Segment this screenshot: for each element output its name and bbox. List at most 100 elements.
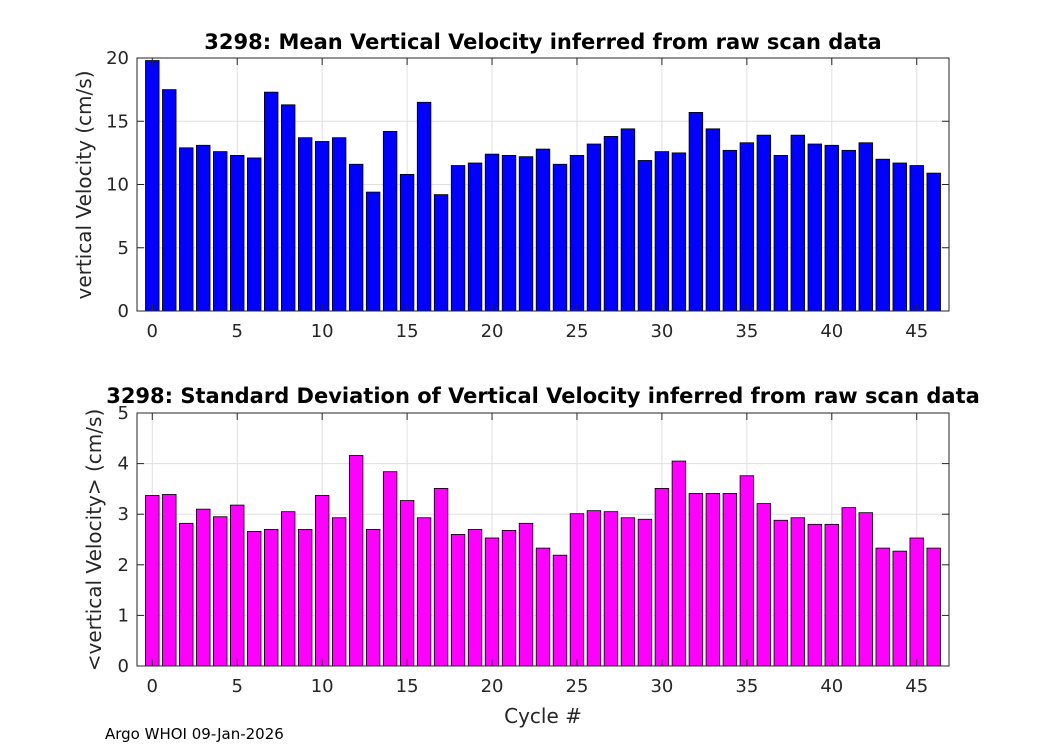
bar bbox=[518, 156, 534, 312]
bar bbox=[196, 508, 211, 667]
x-tick-label: 10 bbox=[311, 676, 334, 697]
bar bbox=[603, 511, 619, 667]
bar bbox=[331, 517, 347, 667]
bar bbox=[756, 503, 772, 667]
bar bbox=[484, 537, 500, 667]
bar bbox=[416, 101, 432, 312]
bar bbox=[773, 519, 789, 667]
bar bbox=[620, 517, 636, 667]
bar bbox=[926, 172, 941, 312]
bar bbox=[552, 163, 568, 312]
x-tick-label: 5 bbox=[231, 321, 242, 342]
bar bbox=[365, 528, 381, 667]
bar bbox=[569, 513, 585, 667]
bar bbox=[247, 157, 262, 312]
bar bbox=[399, 500, 415, 667]
bar bbox=[722, 149, 738, 312]
x-tick-label: 30 bbox=[650, 321, 673, 342]
bar bbox=[196, 144, 211, 312]
y-tick-label: 3 bbox=[118, 504, 129, 525]
bar bbox=[535, 547, 551, 667]
bar bbox=[824, 523, 839, 667]
bar bbox=[824, 144, 839, 312]
x-tick-label: 0 bbox=[147, 321, 158, 342]
mean-velocity-plot: 0 5 10 15 20 25 30 35 40 45 0 5 10 15 20 3298: Mean Ver… bbox=[72, 30, 950, 342]
bar bbox=[348, 455, 364, 667]
y-tick-label: 20 bbox=[106, 48, 129, 69]
bar bbox=[280, 511, 296, 667]
bar bbox=[705, 493, 721, 667]
bar bbox=[875, 547, 890, 667]
bar bbox=[314, 141, 330, 312]
x-tick-label: 25 bbox=[566, 676, 589, 697]
bar bbox=[671, 152, 687, 312]
bar bbox=[569, 155, 585, 312]
y-axis-label: <vertical Velocity> (cm/s) bbox=[82, 409, 106, 672]
bar bbox=[858, 142, 873, 312]
bar bbox=[603, 136, 619, 312]
y-tick-label: 4 bbox=[118, 454, 129, 475]
y-tick-label: 15 bbox=[106, 111, 129, 132]
y-tick-label: 2 bbox=[118, 555, 129, 576]
x-tick-label: 35 bbox=[735, 676, 758, 697]
x-tick-label: 20 bbox=[481, 321, 504, 342]
bar bbox=[688, 493, 704, 667]
bar bbox=[892, 550, 907, 667]
bar bbox=[688, 111, 704, 312]
bar bbox=[841, 149, 856, 312]
x-tick-label: 15 bbox=[396, 321, 419, 342]
bar bbox=[230, 504, 245, 667]
chart-title: 3298: Standard Deviation of Vertical Vel… bbox=[106, 384, 980, 408]
bar bbox=[331, 137, 347, 312]
x-tick-label: 25 bbox=[566, 321, 589, 342]
axes-box bbox=[136, 412, 950, 667]
x-tick-label: 5 bbox=[231, 676, 242, 697]
bar bbox=[382, 471, 398, 667]
bar bbox=[637, 160, 653, 312]
bar bbox=[433, 487, 449, 667]
bar bbox=[162, 89, 177, 312]
bar bbox=[297, 137, 313, 312]
bar bbox=[586, 510, 602, 667]
x-axis-label: Cycle # bbox=[504, 704, 582, 728]
bar bbox=[909, 165, 924, 312]
bar bbox=[399, 173, 415, 312]
bar bbox=[620, 128, 636, 312]
x-tick-label: 45 bbox=[905, 676, 928, 697]
bar bbox=[637, 518, 653, 667]
bar bbox=[145, 60, 160, 312]
bar bbox=[909, 537, 924, 667]
x-tick-label: 20 bbox=[481, 676, 504, 697]
bar bbox=[501, 529, 517, 667]
bar bbox=[841, 507, 856, 667]
bar bbox=[314, 495, 330, 667]
bar bbox=[807, 523, 822, 667]
bar bbox=[773, 155, 789, 312]
bar bbox=[162, 494, 177, 667]
x-tick-label: 15 bbox=[396, 676, 419, 697]
y-tick-label: 0 bbox=[118, 301, 129, 322]
x-tick-label: 10 bbox=[311, 321, 334, 342]
bar bbox=[705, 128, 721, 312]
bar bbox=[654, 151, 670, 312]
bar bbox=[739, 142, 755, 312]
bar bbox=[756, 134, 772, 312]
y-tick-label: 5 bbox=[118, 238, 129, 259]
bar bbox=[858, 512, 873, 667]
bar bbox=[297, 528, 313, 667]
bar bbox=[179, 522, 194, 667]
bar bbox=[739, 475, 755, 667]
y-axis-label: vertical Velocity (cm/s) bbox=[72, 71, 96, 300]
bar bbox=[484, 153, 500, 312]
bar bbox=[790, 517, 806, 667]
bar bbox=[145, 495, 160, 667]
bar bbox=[586, 143, 602, 312]
bar bbox=[247, 531, 262, 667]
bar bbox=[722, 493, 738, 667]
x-tick-label: 0 bbox=[147, 676, 158, 697]
bar bbox=[365, 191, 381, 312]
bar bbox=[535, 148, 551, 312]
x-tick-label: 40 bbox=[820, 321, 843, 342]
bar bbox=[807, 143, 822, 312]
bar bbox=[416, 517, 432, 667]
